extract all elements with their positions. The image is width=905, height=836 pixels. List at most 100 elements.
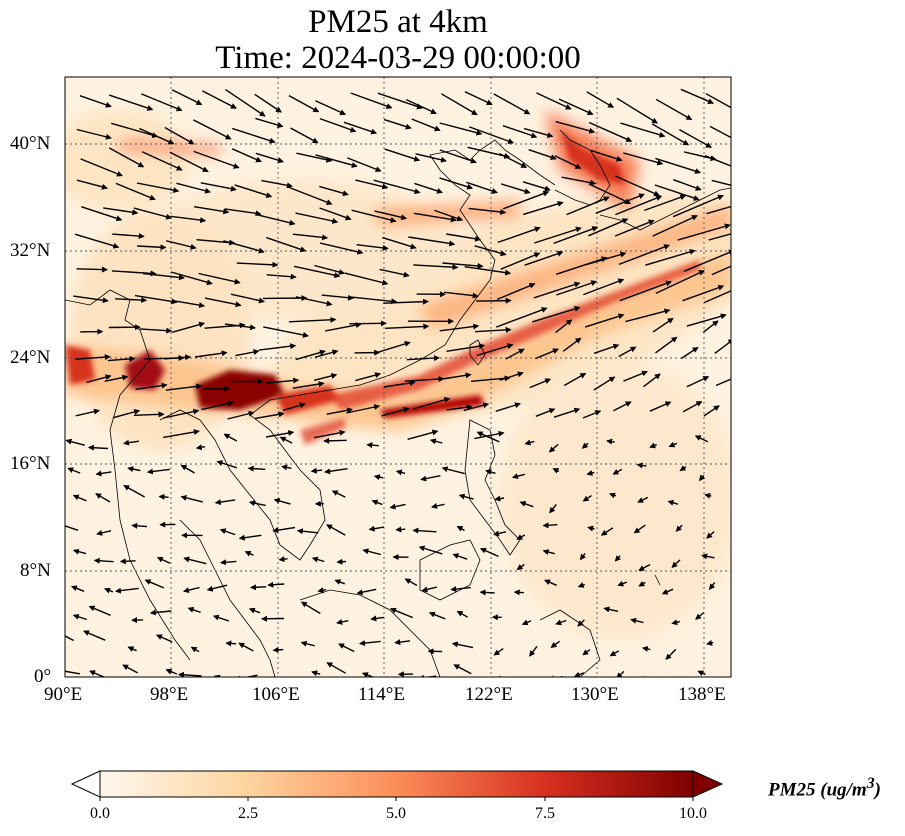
wind-arrow <box>183 556 207 565</box>
wind-arrow <box>522 181 551 192</box>
wind-arrow <box>682 284 725 302</box>
wind-arrow <box>136 182 180 194</box>
wind-arrow <box>623 370 648 382</box>
wind-arrow <box>463 402 490 412</box>
wind-arrow <box>220 559 237 566</box>
wind-arrow <box>406 355 440 362</box>
wind-arrow <box>497 226 541 244</box>
wind-arrow <box>704 492 712 499</box>
wind-vectors <box>65 88 731 677</box>
wind-arrow <box>582 495 592 502</box>
wind-arrow <box>534 226 582 244</box>
wind-arrow <box>214 499 236 506</box>
wind-arrow <box>164 354 192 361</box>
wind-arrow <box>679 128 712 148</box>
wind-arrow <box>319 242 364 255</box>
wind-arrow <box>615 175 661 197</box>
wind-arrow <box>200 182 237 192</box>
wind-arrow <box>248 500 266 507</box>
wind-arrow <box>310 467 323 474</box>
wind-arrow <box>535 408 556 417</box>
wind-arrow <box>633 524 646 534</box>
wind-arrow <box>708 233 731 241</box>
colorbar-label-exponent: 3 <box>866 775 875 792</box>
wind-arrow <box>618 346 637 358</box>
wind-arrow <box>614 219 655 237</box>
wind-arrow <box>206 584 228 592</box>
wind-arrow <box>505 348 525 360</box>
wind-arrow <box>458 493 474 500</box>
wind-arrow <box>266 377 300 384</box>
wind-arrow <box>695 612 705 620</box>
wind-arrow <box>227 410 255 420</box>
wind-arrow <box>561 176 597 186</box>
wind-arrow <box>638 580 646 587</box>
wind-arrow <box>190 646 200 653</box>
wind-arrow <box>247 465 266 472</box>
wind-arrow <box>651 123 690 146</box>
wind-arrow <box>86 374 112 384</box>
wind-arrow <box>334 579 346 585</box>
wind-arrow <box>236 261 279 268</box>
wind-arrow <box>533 281 581 299</box>
wind-arrow <box>412 397 451 410</box>
wind-arrow <box>321 294 354 301</box>
wind-arrow <box>549 504 557 514</box>
wind-arrow <box>212 614 230 622</box>
wind-arrow <box>584 313 625 328</box>
wind-arrow <box>295 296 333 307</box>
wind-arrow <box>195 444 206 451</box>
wind-arrow <box>641 646 651 652</box>
wind-arrow <box>446 233 482 242</box>
wind-arrow <box>495 307 548 328</box>
wind-arrow <box>553 407 581 418</box>
wind-arrow <box>180 464 195 474</box>
wind-arrow <box>272 646 284 653</box>
wind-arrow <box>171 321 206 333</box>
wind-arrow <box>524 250 564 266</box>
wind-arrow <box>255 152 284 164</box>
wind-arrow <box>382 236 417 250</box>
map-time-subtitle: Time: 2024-03-29 00:00:00 <box>215 40 581 76</box>
wind-arrow <box>542 522 558 529</box>
wind-arrow <box>80 158 123 177</box>
wind-arrow <box>614 555 622 562</box>
wind-arrow <box>542 549 555 555</box>
wind-arrow <box>411 118 441 132</box>
wind-arrow <box>96 529 112 536</box>
wind-arrow <box>536 92 572 110</box>
wind-arrow <box>122 664 138 674</box>
wind-arrow <box>709 125 731 139</box>
wind-arrow <box>65 525 79 531</box>
wind-arrow <box>412 527 437 534</box>
colorbar-label-text: PM25 (ug/m <box>768 779 867 801</box>
wind-arrow <box>149 609 172 616</box>
wind-arrow <box>183 586 200 594</box>
wind-arrow <box>464 91 493 106</box>
wind-arrow <box>585 251 627 266</box>
wind-arrow <box>165 383 203 391</box>
wind-arrow <box>300 640 315 647</box>
wind-arrow <box>612 468 623 475</box>
wind-arrow <box>668 441 678 448</box>
wind-arrow <box>224 323 256 331</box>
wind-arrow <box>336 558 346 565</box>
wind-arrow <box>672 194 724 218</box>
wind-arrow <box>418 545 443 555</box>
wind-arrow <box>446 404 473 411</box>
wind-arrow <box>654 184 700 201</box>
map-frame <box>64 76 732 678</box>
wind-arrow <box>439 149 477 164</box>
wind-arrow <box>679 465 687 472</box>
wind-arrow <box>88 605 111 616</box>
wind-arrow <box>127 646 137 652</box>
wind-arrow <box>577 619 585 627</box>
wind-arrow <box>479 589 495 596</box>
wind-arrow <box>582 410 602 419</box>
wind-arrow <box>336 618 349 625</box>
wind-arrow <box>383 118 412 130</box>
wind-arrow <box>652 215 698 237</box>
wind-arrow <box>338 643 355 653</box>
wind-arrow <box>686 313 727 327</box>
wind-arrow <box>234 674 258 677</box>
